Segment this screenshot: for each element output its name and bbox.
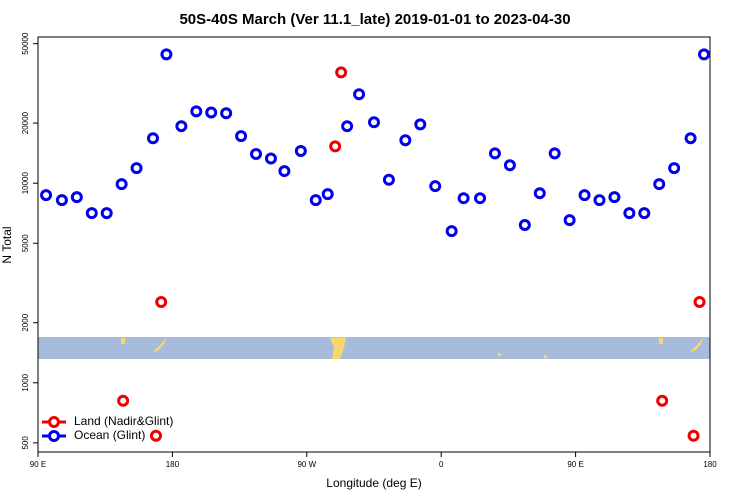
- point: [668, 162, 681, 175]
- point: [149, 429, 162, 442]
- point: [115, 178, 128, 191]
- point: [264, 152, 277, 165]
- point: [294, 144, 307, 157]
- y-tick-label: 2000: [21, 313, 30, 331]
- point: [608, 191, 621, 204]
- y-tick-label: 50000: [21, 32, 30, 55]
- y-tick-label: 20000: [21, 111, 30, 134]
- plot-frame: [37, 36, 711, 453]
- x-tick-label: 180: [703, 460, 717, 469]
- x-axis-label: Longitude (deg E): [326, 476, 421, 490]
- point: [684, 132, 697, 145]
- x-tick-label: 0: [439, 460, 444, 469]
- point: [85, 207, 98, 220]
- point: [488, 147, 501, 160]
- point: [518, 219, 531, 232]
- y-tick-label: 1000: [21, 373, 30, 391]
- map-strip: [38, 337, 710, 359]
- point: [100, 207, 113, 220]
- legend-label: Land (Nadir&Glint): [74, 414, 173, 428]
- point: [220, 107, 233, 120]
- point: [146, 132, 159, 145]
- y-tick-label: 10000: [21, 172, 30, 195]
- point: [653, 178, 666, 191]
- point: [656, 394, 669, 407]
- x-tick-label: 90 E: [567, 460, 583, 469]
- point: [533, 187, 546, 200]
- point: [40, 189, 53, 202]
- point: [335, 66, 348, 79]
- point: [503, 159, 516, 172]
- point: [190, 105, 203, 118]
- point: [578, 189, 591, 202]
- x-tick-label: 180: [166, 460, 180, 469]
- point: [687, 429, 700, 442]
- point: [474, 192, 487, 205]
- legend-marker: [48, 430, 60, 442]
- legend-label: Ocean (Glint): [74, 428, 145, 442]
- point: [278, 165, 291, 178]
- x-tick-label: 90 E: [30, 460, 46, 469]
- point: [638, 207, 651, 220]
- point: [329, 140, 342, 153]
- point: [414, 118, 427, 131]
- point: [593, 194, 606, 207]
- y-tick-label: 5000: [21, 234, 30, 252]
- point: [548, 147, 561, 160]
- point: [445, 225, 458, 238]
- point: [429, 180, 442, 193]
- point: [155, 295, 168, 308]
- y-tick-label: 500: [21, 436, 30, 450]
- legend-marker: [48, 416, 60, 428]
- point: [698, 48, 711, 61]
- point: [457, 192, 470, 205]
- point: [399, 134, 412, 147]
- point: [235, 130, 248, 143]
- point: [368, 116, 380, 129]
- point: [382, 173, 395, 186]
- point: [353, 88, 366, 101]
- point: [623, 207, 636, 220]
- point: [563, 214, 576, 227]
- point: [130, 162, 143, 175]
- point: [693, 295, 706, 308]
- y-axis-label: N Total: [0, 226, 14, 263]
- point: [205, 106, 218, 119]
- x-tick-label: 90 W: [297, 460, 316, 469]
- point: [117, 394, 130, 407]
- point: [160, 48, 173, 61]
- chart-title: 50S-40S March (Ver 11.1_late) 2019-01-01…: [179, 11, 570, 28]
- point: [250, 148, 263, 161]
- point: [70, 191, 83, 204]
- point: [55, 194, 68, 207]
- point: [341, 120, 354, 133]
- point: [321, 188, 334, 201]
- point: [309, 194, 322, 207]
- point: [175, 120, 188, 133]
